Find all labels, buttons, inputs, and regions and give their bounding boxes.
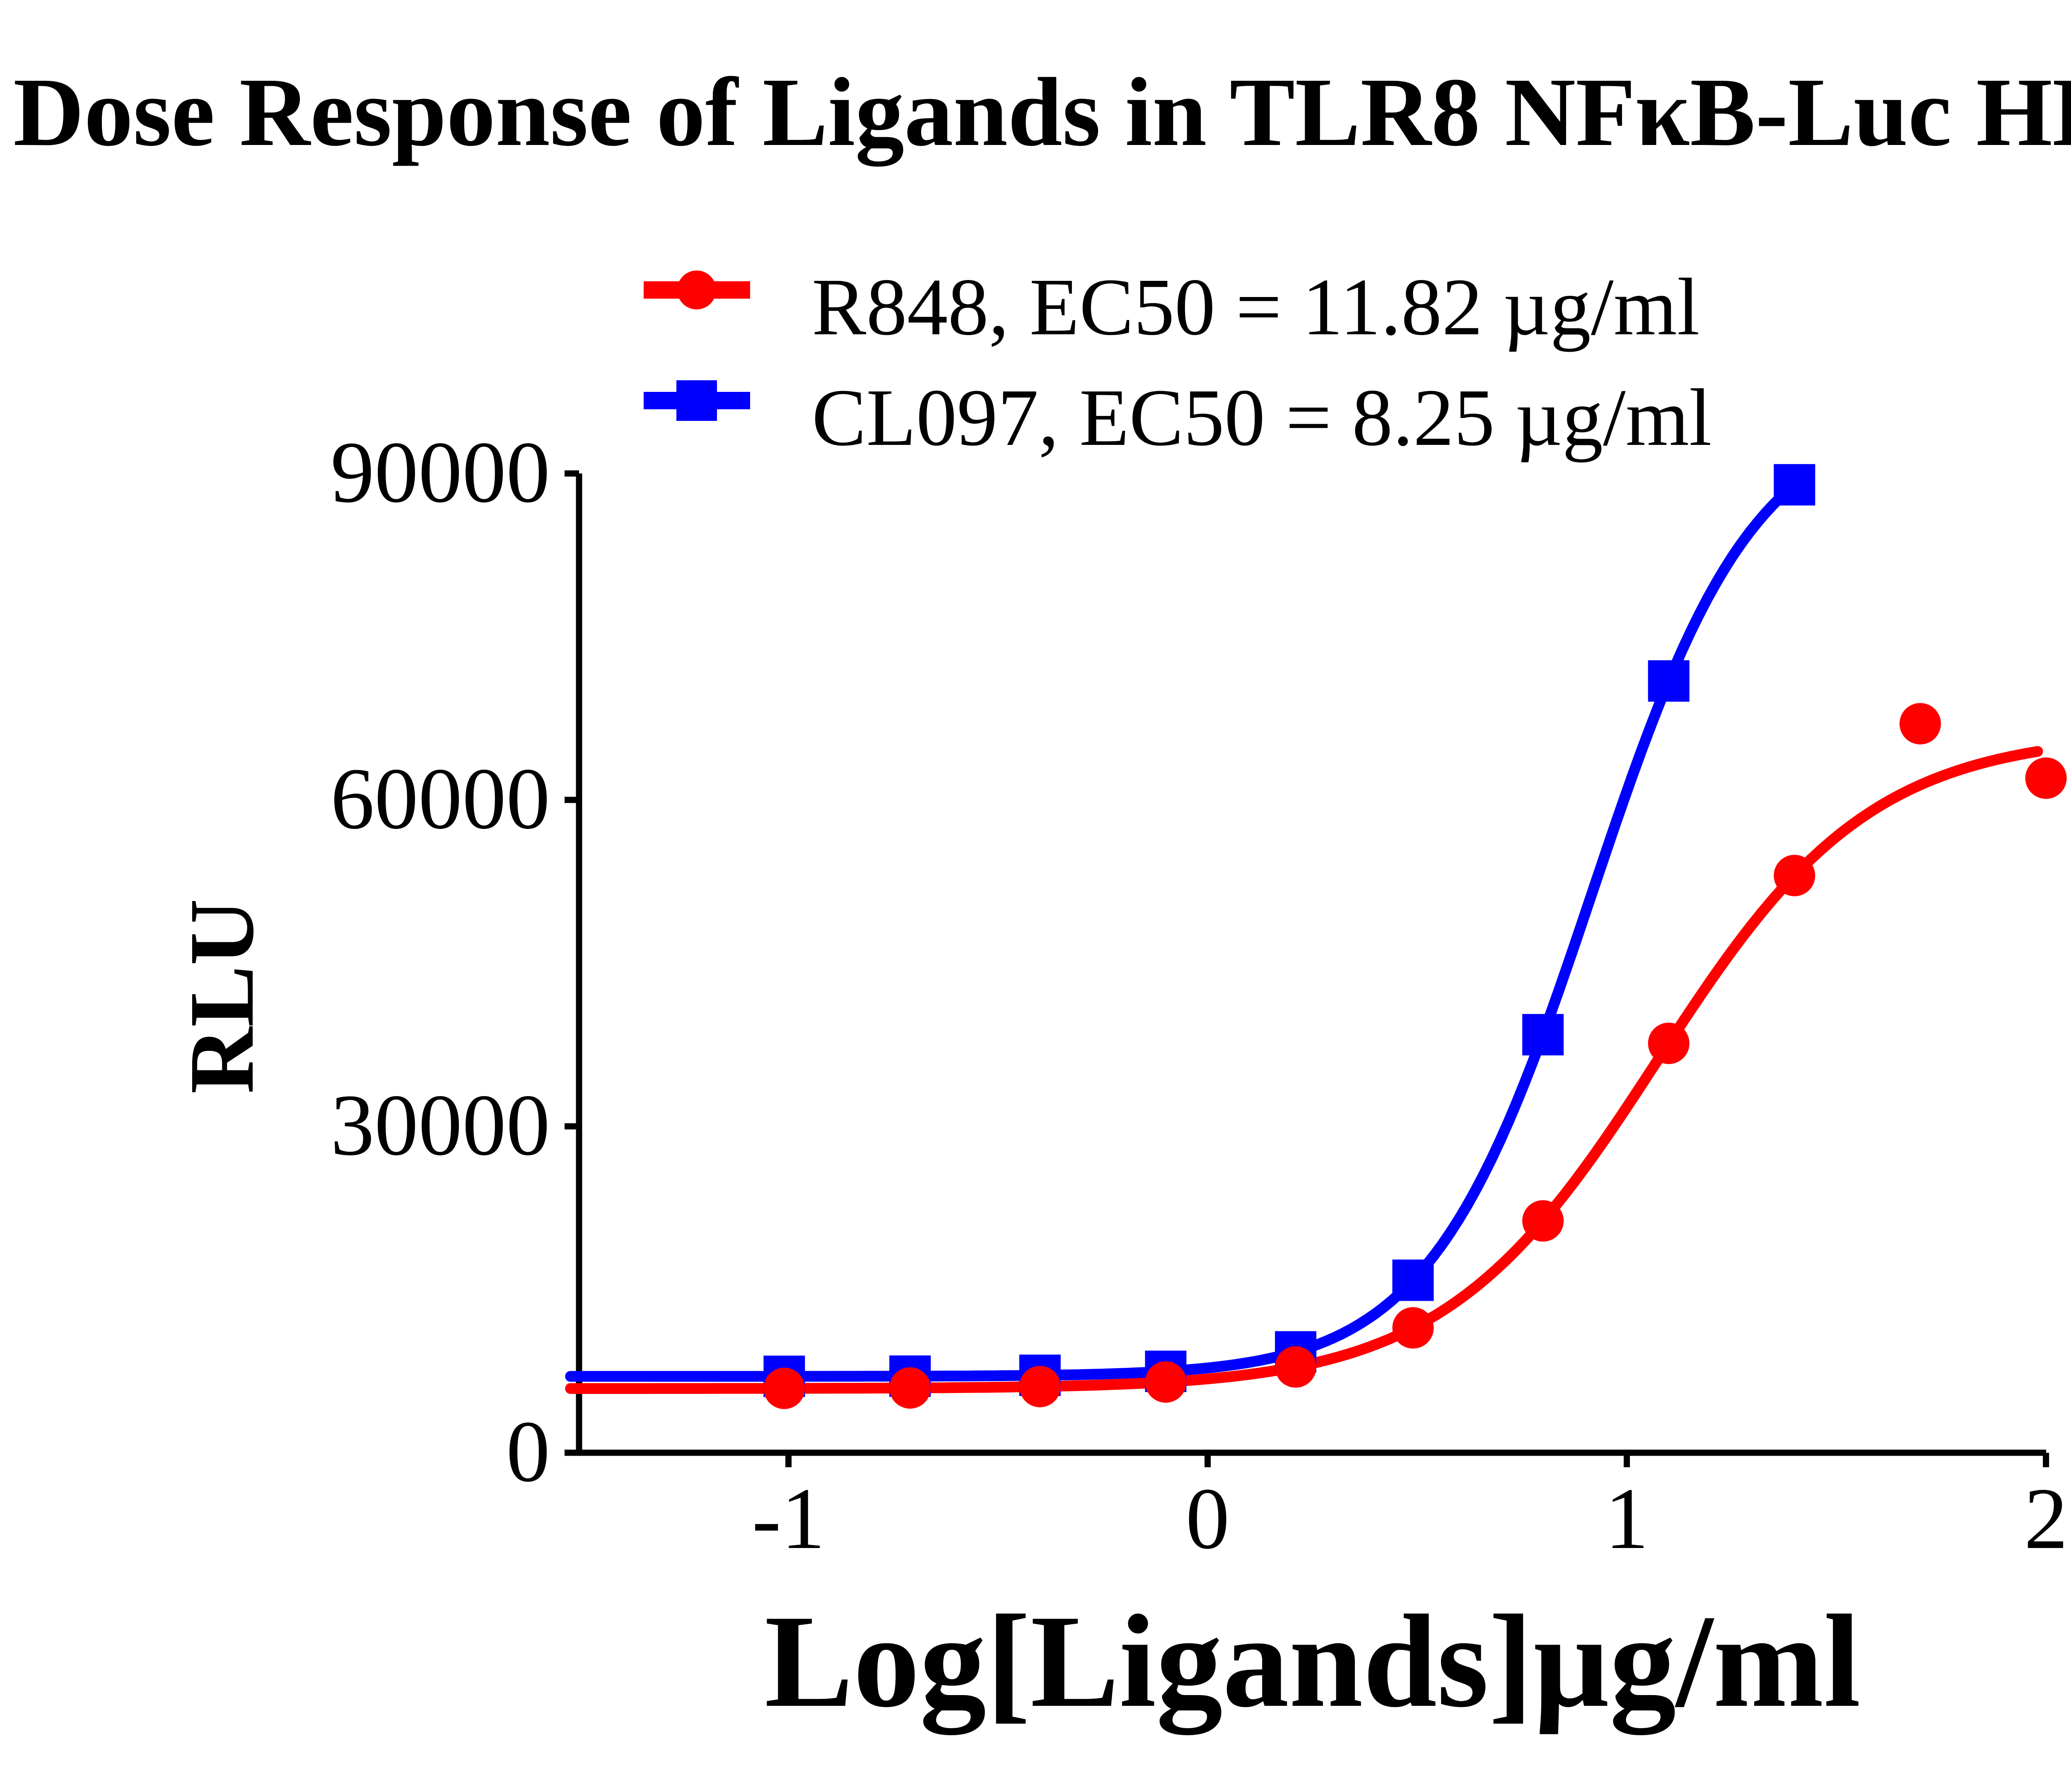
svg-text:0: 0	[506, 1403, 550, 1500]
svg-text:1: 1	[1605, 1470, 1649, 1567]
svg-text:2: 2	[2024, 1470, 2068, 1567]
svg-text:RLU: RLU	[171, 899, 273, 1094]
svg-text:-1: -1	[752, 1470, 825, 1567]
svg-text:CL097, EC50 = 8.25 µg/ml: CL097, EC50 = 8.25 µg/ml	[812, 372, 1712, 463]
svg-text:30000: 30000	[331, 1076, 550, 1174]
svg-text:60000: 60000	[331, 750, 550, 847]
svg-text:Dose Response of Ligands in TL: Dose Response of Ligands in TLR8 NFκB-Lu…	[13, 58, 2071, 167]
svg-text:Log[Ligands]µg/ml: Log[Ligands]µg/ml	[765, 1588, 1861, 1737]
svg-text:R848, EC50 = 11.82 µg/ml: R848, EC50 = 11.82 µg/ml	[812, 261, 1700, 352]
svg-text:0: 0	[1186, 1470, 1230, 1567]
svg-text:90000: 90000	[331, 423, 550, 521]
